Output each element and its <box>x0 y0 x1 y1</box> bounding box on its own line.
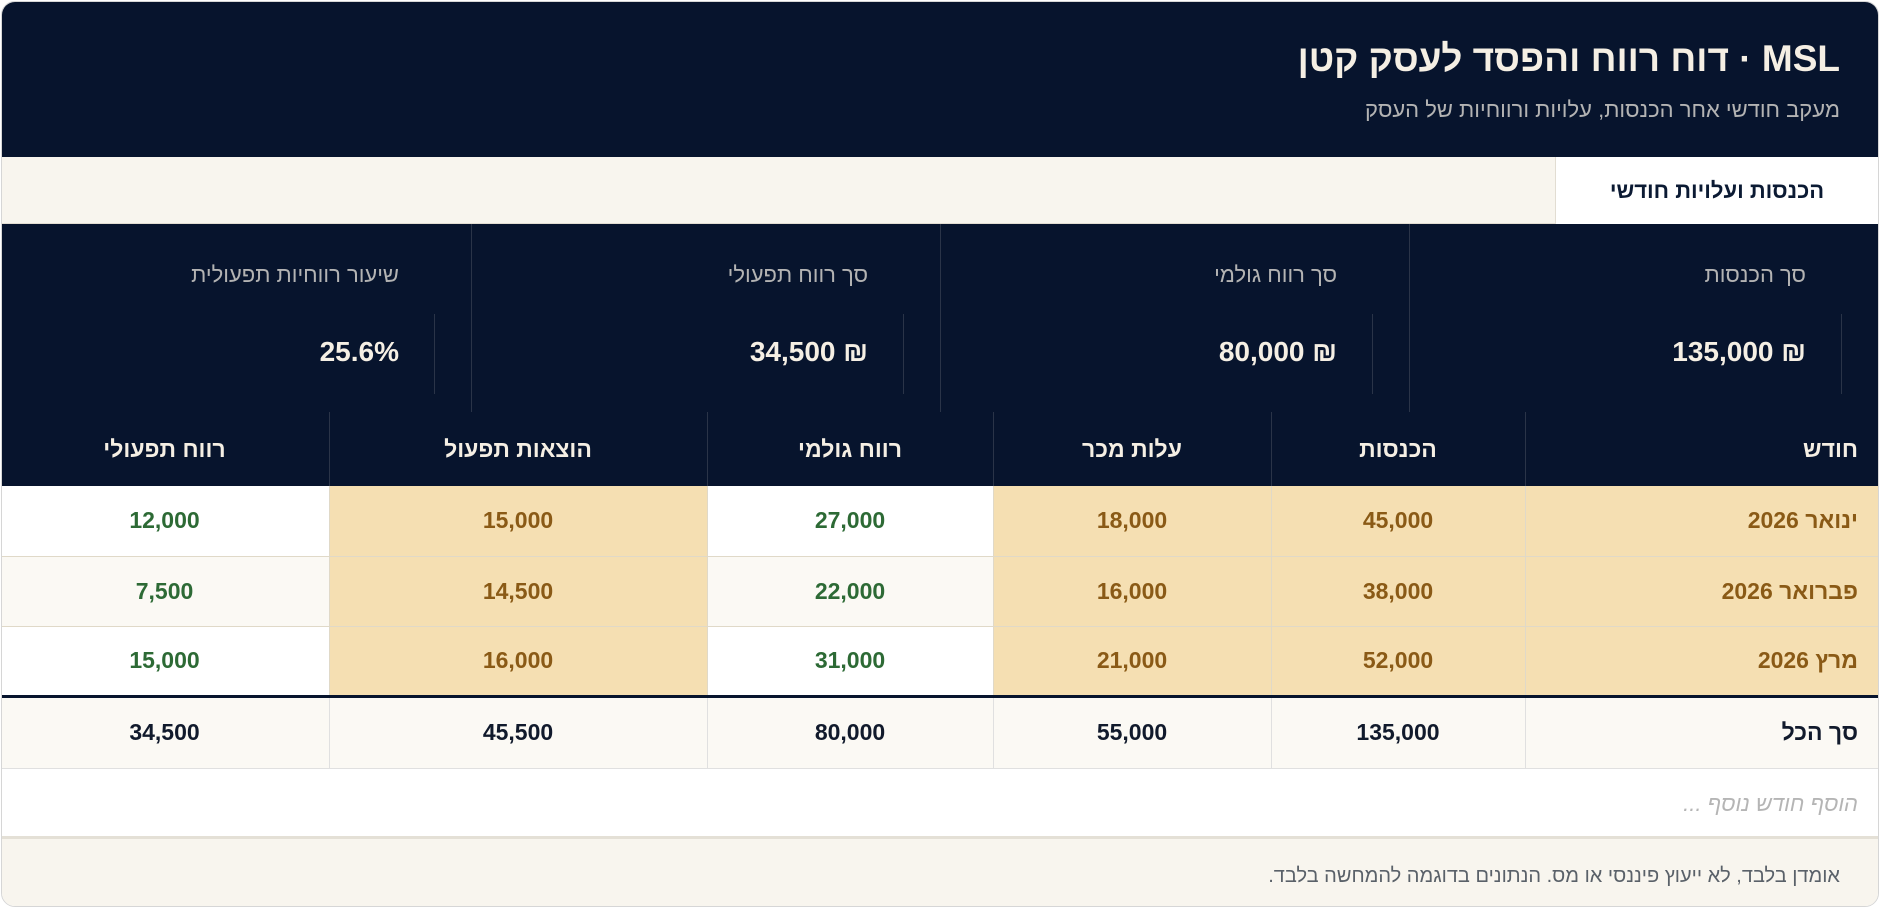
col-header-operating-profit: רווח תפעולי <box>2 412 329 486</box>
tab-monthly-income-costs[interactable]: הכנסות ועלויות חודשי <box>1555 157 1878 224</box>
kpi-operating-margin: שיעור רווחיות תפעולית 25.6% <box>2 224 471 412</box>
opex-cell[interactable]: 16,000 <box>328 626 707 697</box>
total-revenue: 135,000 <box>1270 694 1525 769</box>
cogs-cell[interactable]: 18,000 <box>992 486 1271 557</box>
gross-profit-cell: 22,000 <box>706 556 993 627</box>
opex-cell[interactable]: 14,500 <box>328 556 707 627</box>
col-header-month: חודש <box>1524 412 1878 486</box>
page-subtitle: מעקב חודשי אחר הכנסות, עלויות ורווחיות ש… <box>1364 97 1840 122</box>
operating-profit-cell: 15,000 <box>2 626 329 697</box>
kpi-value: 135,000 ₪ <box>1672 336 1806 367</box>
opex-cell[interactable]: 15,000 <box>328 486 707 557</box>
kpi-divider <box>434 314 435 394</box>
disclaimer-footer: אומדן בלבד, לא ייעוץ פיננסי או מס. הנתונ… <box>2 838 1878 906</box>
table-row: מרץ 2026 52,000 21,000 31,000 16,000 15,… <box>2 626 1878 697</box>
total-label: סך הכל <box>1524 694 1878 769</box>
pnl-table: חודש הכנסות עלות מכר רווח גולמי הוצאות ת… <box>2 412 1878 769</box>
report-header: MSL · דוח רווח והפסד לעסק קטן מעקב חודשי… <box>2 2 1878 157</box>
month-cell[interactable]: מרץ 2026 <box>1524 626 1878 697</box>
total-row: סך הכל 135,000 55,000 80,000 45,500 34,5… <box>2 694 1878 769</box>
kpi-divider <box>1841 314 1842 394</box>
col-header-gross-profit: רווח גולמי <box>706 412 993 486</box>
add-month-row[interactable]: הוסף חודש נוסף ... <box>2 768 1878 839</box>
operating-profit-cell: 12,000 <box>2 486 329 557</box>
page-title: MSL · דוח רווח והפסד לעסק קטן <box>1297 38 1840 79</box>
revenue-cell[interactable]: 52,000 <box>1270 626 1525 697</box>
total-operating-profit: 34,500 <box>2 694 329 769</box>
col-header-revenue: הכנסות <box>1270 412 1525 486</box>
kpi-label: סך רווח גולמי <box>1214 262 1337 287</box>
col-header-opex: הוצאות תפעול <box>328 412 707 486</box>
total-opex: 45,500 <box>328 694 707 769</box>
month-cell[interactable]: פברואר 2026 <box>1524 556 1878 627</box>
kpi-label: סך רווח תפעולי <box>727 262 868 287</box>
kpi-gross-profit: סך רווח גולמי 80,000 ₪ <box>940 224 1409 412</box>
month-cell[interactable]: ינואר 2026 <box>1524 486 1878 557</box>
kpi-value: 25.6% <box>319 336 399 367</box>
kpi-value: 34,500 ₪ <box>749 336 868 367</box>
col-header-cogs: עלות מכר <box>992 412 1271 486</box>
kpi-divider <box>903 314 904 394</box>
kpi-label: שיעור רווחיות תפעולית <box>191 262 399 287</box>
tab-bar: הכנסות ועלויות חודשי <box>2 157 1878 224</box>
kpi-value: 80,000 ₪ <box>1218 336 1337 367</box>
gross-profit-cell: 31,000 <box>706 626 993 697</box>
gross-profit-cell: 27,000 <box>706 486 993 557</box>
table-row: ינואר 2026 45,000 18,000 27,000 15,000 1… <box>2 486 1878 557</box>
kpi-divider <box>1372 314 1373 394</box>
kpi-operating-profit: סך רווח תפעולי 34,500 ₪ <box>471 224 940 412</box>
table-row: פברואר 2026 38,000 16,000 22,000 14,500 … <box>2 556 1878 627</box>
total-gross-profit: 80,000 <box>706 694 993 769</box>
kpi-label: סך הכנסות <box>1704 262 1806 287</box>
revenue-cell[interactable]: 45,000 <box>1270 486 1525 557</box>
kpi-total-revenue: סך הכנסות 135,000 ₪ <box>1409 224 1878 412</box>
table-header-row: חודש הכנסות עלות מכר רווח גולמי הוצאות ת… <box>2 412 1878 486</box>
kpi-strip: סך הכנסות 135,000 ₪ סך רווח גולמי 80,000… <box>2 224 1878 412</box>
cogs-cell[interactable]: 21,000 <box>992 626 1271 697</box>
operating-profit-cell: 7,500 <box>2 556 329 627</box>
revenue-cell[interactable]: 38,000 <box>1270 556 1525 627</box>
total-cogs: 55,000 <box>992 694 1271 769</box>
cogs-cell[interactable]: 16,000 <box>992 556 1271 627</box>
